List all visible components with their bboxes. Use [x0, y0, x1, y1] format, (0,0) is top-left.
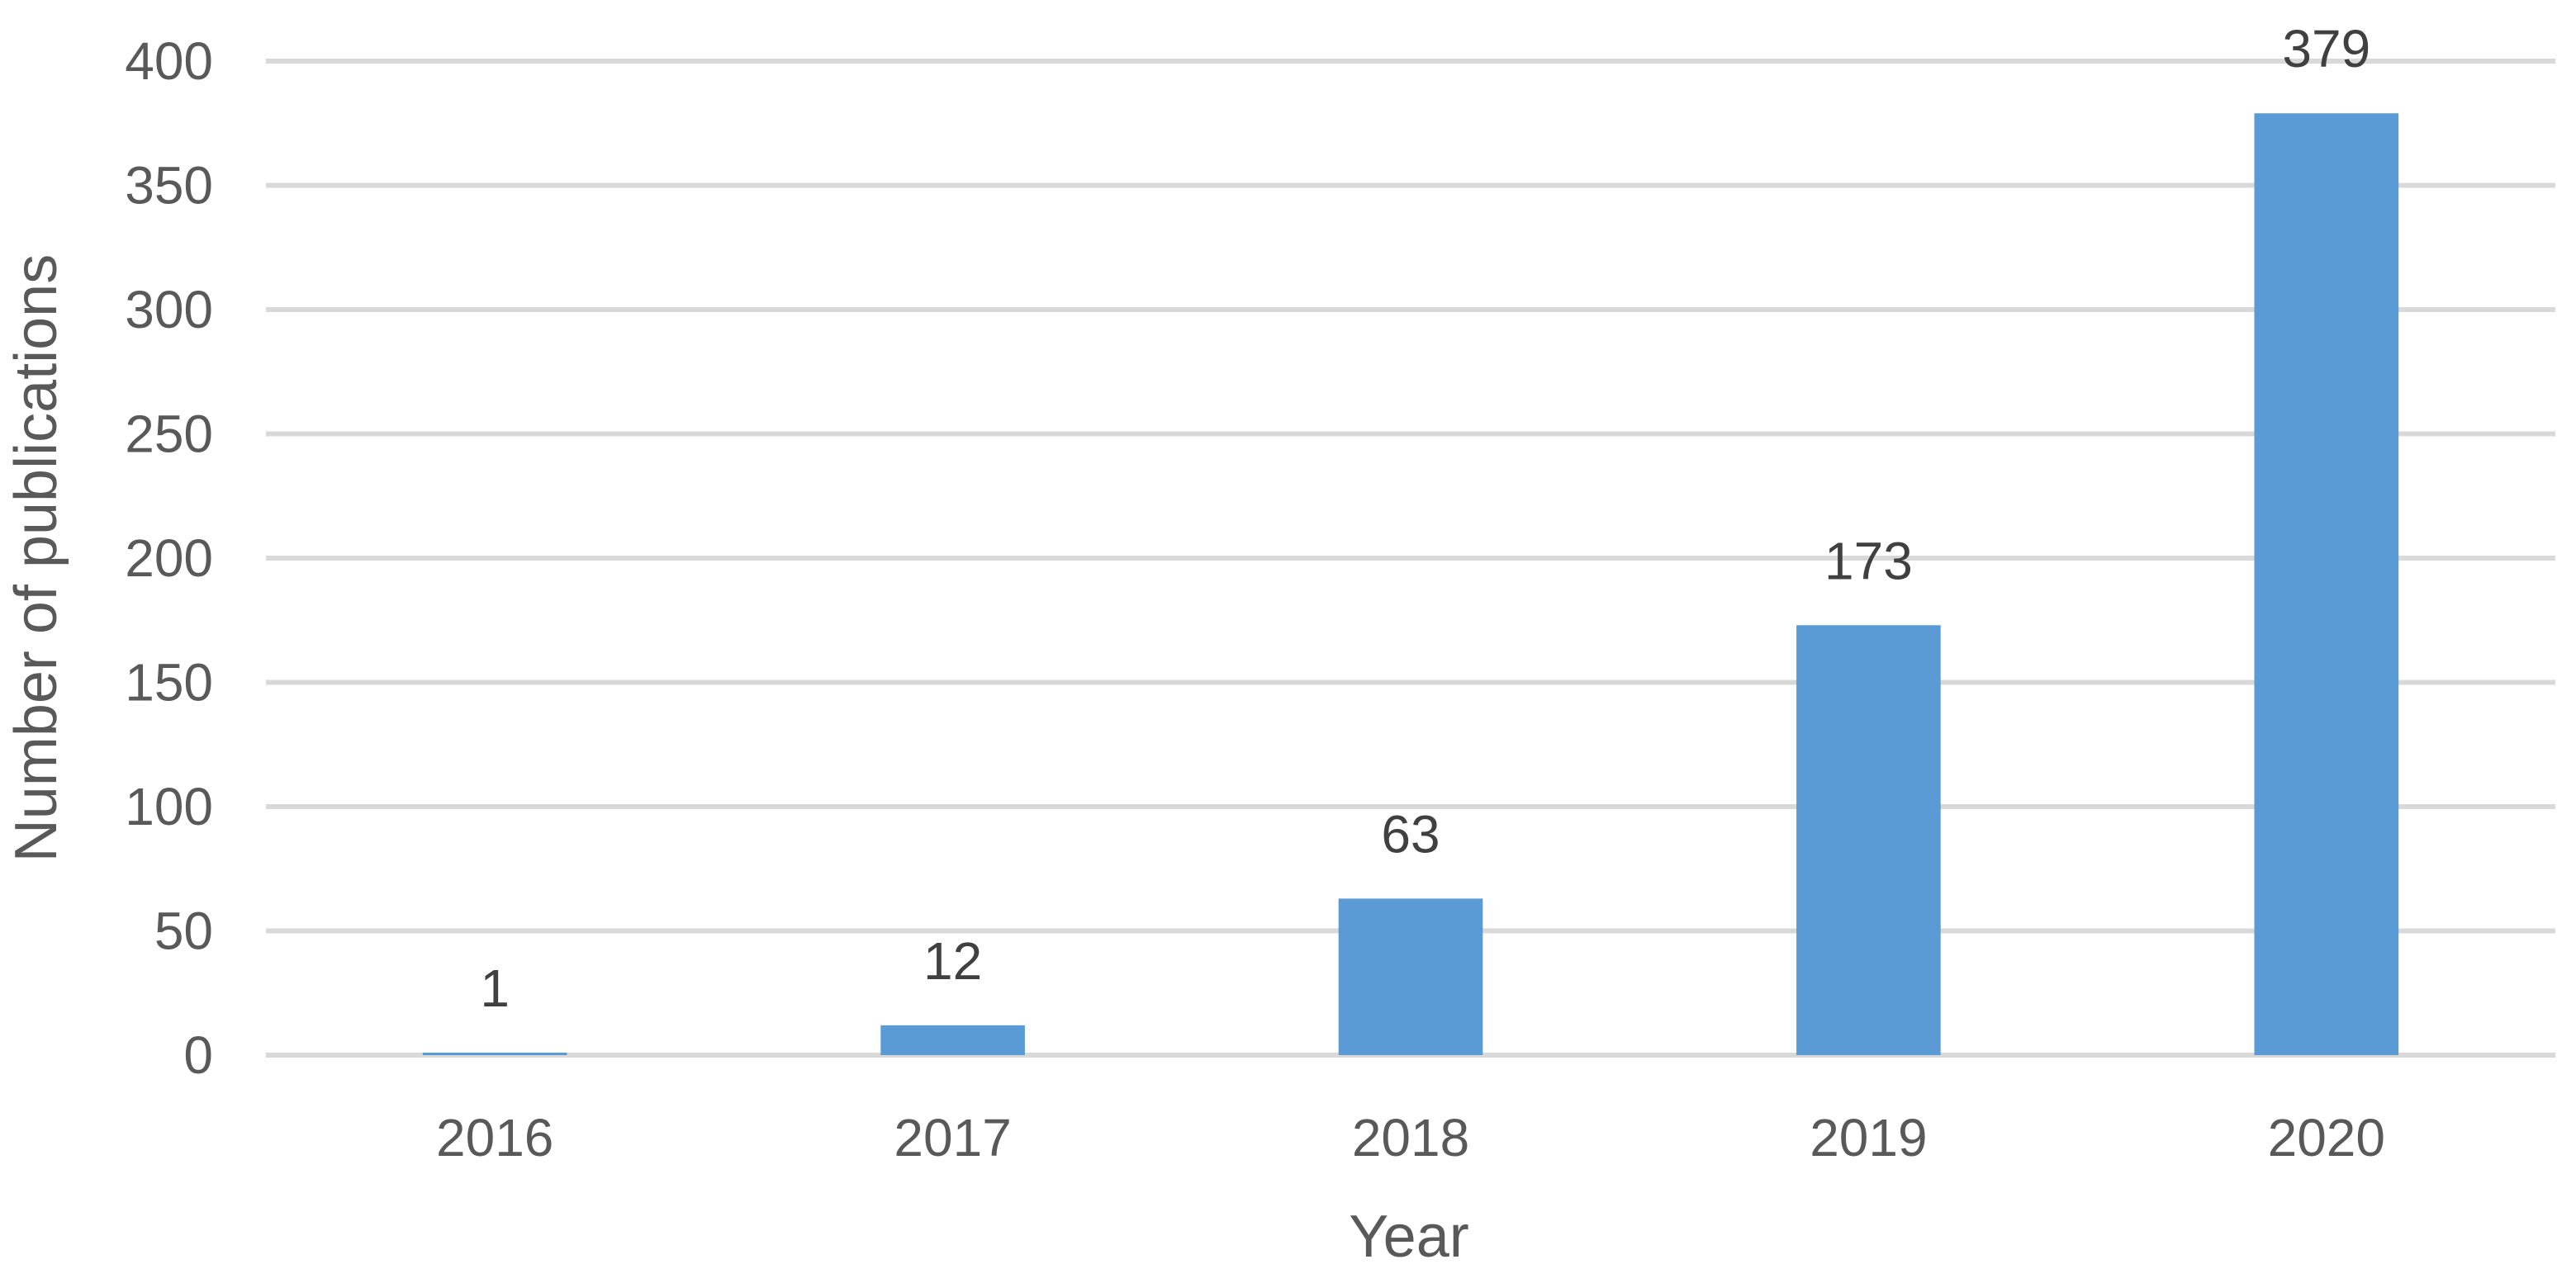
bar — [1338, 898, 1483, 1055]
bar — [1796, 625, 1941, 1055]
x-tick-label: 2020 — [2268, 1108, 2385, 1167]
x-tick-label: 2017 — [894, 1108, 1011, 1167]
x-tick-label: 2018 — [1352, 1108, 1469, 1167]
y-tick-label: 100 — [125, 777, 213, 836]
x-tick-label: 2019 — [1810, 1108, 1927, 1167]
y-tick-label: 0 — [183, 1025, 213, 1085]
data-labels: 1 12 63 173 379 — [480, 19, 2370, 1018]
y-axis-ticks: 0 50 100 150 200 250 300 350 400 — [125, 31, 213, 1085]
bar — [422, 1052, 567, 1055]
y-tick-label: 350 — [125, 156, 213, 215]
y-tick-label: 50 — [154, 902, 213, 961]
y-tick-label: 250 — [125, 405, 213, 464]
y-axis-title: Number of publications — [3, 254, 69, 862]
data-label: 379 — [2282, 19, 2370, 78]
gridlines — [266, 59, 2555, 1058]
bar — [2254, 113, 2399, 1056]
x-tick-label: 2016 — [436, 1108, 553, 1167]
data-label: 1 — [480, 959, 510, 1018]
data-label: 63 — [1381, 804, 1440, 864]
y-tick-label: 400 — [125, 31, 213, 91]
y-tick-label: 150 — [125, 653, 213, 713]
data-label: 12 — [923, 931, 982, 991]
y-tick-label: 300 — [125, 280, 213, 339]
bar — [880, 1025, 1025, 1055]
x-axis-ticks: 2016 2017 2018 2019 2020 — [436, 1108, 2385, 1167]
x-axis-title: Year — [1349, 1204, 1468, 1270]
y-tick-label: 200 — [125, 528, 213, 588]
data-label: 173 — [1824, 531, 1913, 590]
bars — [422, 113, 2399, 1056]
